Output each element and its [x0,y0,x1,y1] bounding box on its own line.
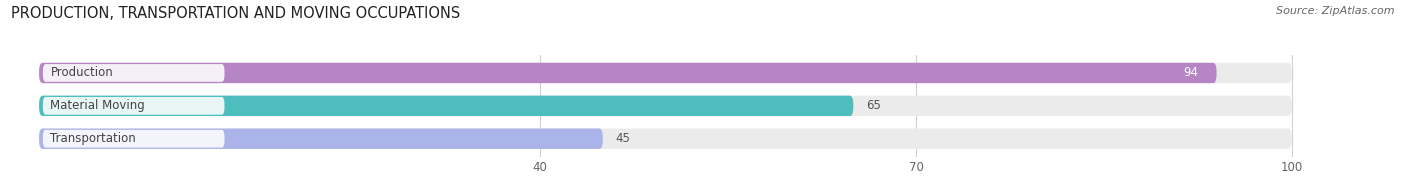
FancyBboxPatch shape [42,97,225,115]
FancyBboxPatch shape [39,63,1216,83]
FancyBboxPatch shape [39,129,1292,149]
Text: Transportation: Transportation [51,132,136,145]
Text: Source: ZipAtlas.com: Source: ZipAtlas.com [1277,6,1395,16]
FancyBboxPatch shape [39,96,1292,116]
Text: 45: 45 [616,132,630,145]
Text: Material Moving: Material Moving [51,99,145,112]
Text: 65: 65 [866,99,880,112]
FancyBboxPatch shape [39,129,603,149]
FancyBboxPatch shape [39,63,1292,83]
Text: 94: 94 [1182,66,1198,79]
FancyBboxPatch shape [42,130,225,148]
FancyBboxPatch shape [39,96,853,116]
FancyBboxPatch shape [42,64,225,82]
Text: Production: Production [51,66,112,79]
Text: PRODUCTION, TRANSPORTATION AND MOVING OCCUPATIONS: PRODUCTION, TRANSPORTATION AND MOVING OC… [11,6,461,21]
